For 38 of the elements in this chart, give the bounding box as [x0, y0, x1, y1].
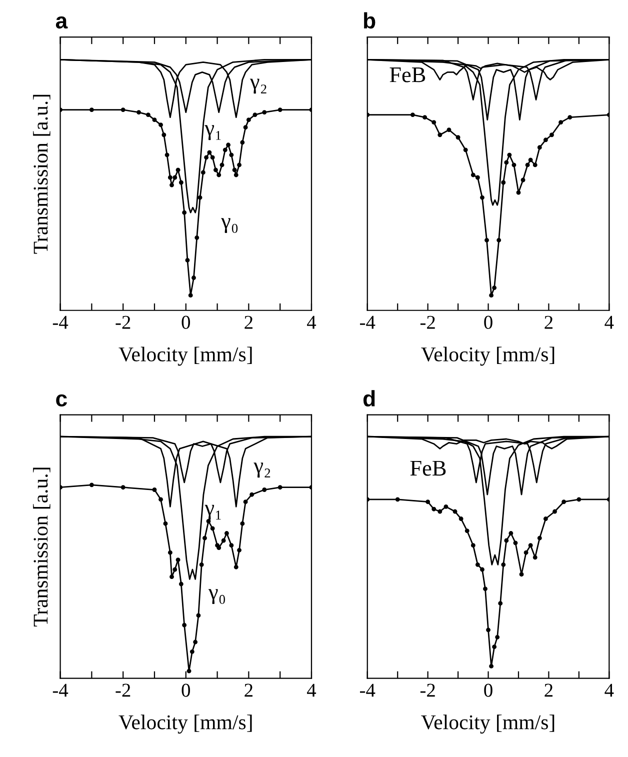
annotation: γ₁	[204, 504, 221, 520]
annotation: γ₁	[204, 125, 221, 140]
x-axis-title: Velocity [mm/s]	[118, 346, 252, 366]
annotation: FeB	[410, 460, 446, 476]
x-tick-label: 0	[182, 684, 190, 697]
y-axis-title: Transmission [a.u.]	[33, 468, 50, 627]
x-tick-label: 0	[484, 316, 492, 329]
x-tick-label: 4	[604, 316, 614, 329]
y-axis-title: Transmission [a.u.]	[33, 94, 50, 254]
x-tick-label: -4	[52, 684, 68, 697]
annotation: γ₀	[221, 218, 238, 233]
annotation: FeB	[390, 68, 426, 82]
x-tick-label: 0	[182, 316, 190, 329]
x-tick-label: -2	[420, 316, 435, 329]
x-axis-title: Velocity [mm/s]	[421, 346, 554, 366]
annotation: γ₀	[208, 589, 226, 604]
x-axis-title: Velocity [mm/s]	[118, 714, 252, 734]
x-tick-label: 2	[244, 316, 252, 329]
x-tick-label: -2	[116, 316, 130, 329]
chart-title: c	[56, 394, 67, 406]
x-tick-label: -4	[360, 684, 376, 697]
x-tick-label: 2	[544, 684, 553, 697]
x-tick-label: 2	[544, 316, 553, 329]
x-tick-label: 4	[307, 316, 316, 329]
x-tick-label: -4	[52, 316, 68, 329]
x-tick-label: 4	[307, 684, 316, 697]
x-tick-label: -4	[360, 316, 376, 329]
chart-title: a	[56, 16, 68, 29]
annotation: γ₂	[254, 462, 270, 478]
x-tick-label: 2	[244, 684, 252, 697]
x-tick-label: -2	[116, 684, 130, 697]
x-tick-label: 0	[484, 684, 492, 697]
x-axis-title: Velocity [mm/s]	[421, 714, 554, 734]
chart-title: b	[364, 12, 376, 29]
x-tick-label: -2	[420, 684, 435, 697]
x-tick-label: 4	[604, 684, 614, 697]
annotation: γ₂	[250, 78, 266, 94]
chart-title: d	[363, 390, 375, 406]
